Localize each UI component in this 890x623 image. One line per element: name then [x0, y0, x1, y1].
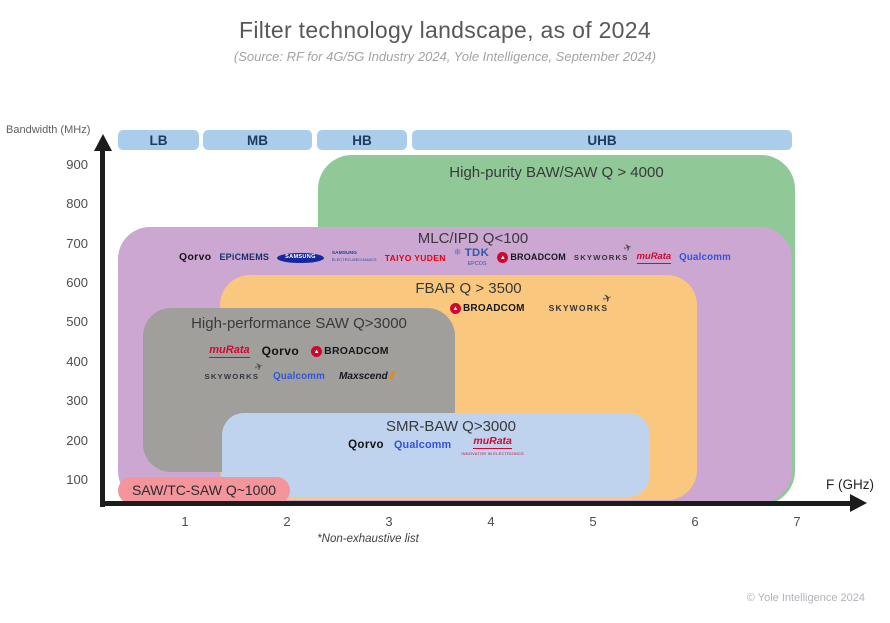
- band-pill-hb: HB: [317, 130, 407, 150]
- x-axis-label: F (GHz): [826, 477, 874, 492]
- epicmems-logo: EPiCMEMS: [219, 252, 270, 263]
- band-pill-lb: LB: [118, 130, 199, 150]
- hpsaw-logo-row-2: ✈ SKYWORKS Qualcomm Maxscend//: [143, 361, 455, 383]
- maxscend-logo: Maxscend//: [338, 371, 395, 383]
- samsung-logo: SAMSUNG: [277, 252, 324, 264]
- maxscend-mark-icon: //: [389, 371, 395, 382]
- y-tick: 500: [66, 314, 88, 329]
- y-tick: 900: [66, 157, 88, 172]
- smr-logo-row: Qorvo Qualcomm muRata INNOVATOR IN ELECTRON…: [222, 436, 650, 456]
- y-tick: 600: [66, 275, 88, 290]
- semco-logo: SAMSUNG ELECTRO-MECHANICS: [331, 251, 377, 263]
- x-tick: 1: [181, 514, 189, 529]
- broadcom-mark-icon: ▲: [497, 252, 509, 264]
- murata-logo: muRata: [209, 344, 250, 359]
- y-tick: 800: [66, 196, 88, 211]
- band-pill-mb: MB: [203, 130, 312, 150]
- x-axis-arrow-icon: [850, 494, 867, 512]
- broadcom-mark-icon: ▲: [450, 303, 461, 314]
- qorvo-logo: Qorvo: [348, 439, 384, 451]
- region-label: High-purity BAW/SAW Q > 4000: [449, 164, 664, 181]
- broadcom-mark-icon: ▲: [311, 346, 323, 358]
- qualcomm-logo: Qualcomm: [393, 439, 452, 452]
- y-axis-line: [100, 148, 105, 507]
- tdk-mark-icon: ❄: [453, 247, 462, 257]
- chart-subtitle: (Source: RF for 4G/5G Industry 2024, Yol…: [233, 49, 657, 64]
- region-label: FBAR Q > 3500: [415, 280, 522, 297]
- qualcomm-logo: Qualcomm: [679, 251, 731, 263]
- y-axis-arrow-icon: [94, 134, 112, 151]
- y-tick: 100: [66, 472, 88, 487]
- region-label: MLC/IPD Q<100: [417, 230, 529, 247]
- broadcom-logo: ▲ BROADCOM: [497, 252, 566, 264]
- region-saw-tc-saw: SAW/TC-SAW Q~1000: [118, 477, 290, 504]
- qualcomm-logo: Qualcomm: [273, 371, 325, 383]
- region-label: High-performance SAW Q>3000: [191, 315, 407, 332]
- tdk-logo: ❄ TDK EPCOS: [453, 247, 490, 268]
- y-axis-label: Bandwidth (MHz): [6, 124, 91, 136]
- y-tick: 400: [66, 354, 88, 369]
- page-title: Filter technology landscape, as of 2024: [239, 17, 651, 43]
- x-tick: 6: [691, 514, 699, 529]
- murata-logo: muRata INNOVATOR IN ELECTRONICS: [461, 435, 524, 456]
- x-tick: 2: [283, 514, 291, 529]
- skyworks-logo: ✈ SKYWORKS: [548, 292, 614, 314]
- footnote: *Non-exhaustive list: [317, 533, 419, 545]
- copyright-notice: © Yole Intelligence 2024: [746, 592, 865, 604]
- x-axis-line: [100, 501, 852, 506]
- broadcom-logo: ▲ BROADCOM: [450, 303, 525, 314]
- taiyo-logo: TAIYO YUDEN: [384, 252, 446, 263]
- x-tick: 3: [385, 514, 393, 529]
- x-tick: 7: [793, 514, 801, 529]
- mlc-logo-row: Qorvo EPiCMEMS SAMSUNG SAMSUNG ELECTRO-MECHA…: [118, 242, 792, 268]
- x-tick: 4: [487, 514, 495, 529]
- broadcom-logo: ▲ BROADCOM: [311, 346, 389, 358]
- y-tick: 200: [66, 433, 88, 448]
- hpsaw-logo-row-1: muRata Qorvo ▲ BROADCOM: [143, 344, 455, 359]
- band-pill-uhb: UHB: [412, 130, 792, 150]
- y-tick: 700: [66, 236, 88, 251]
- region-smr-baw: SMR-BAW Q>3000 Qorvo Qualcomm muRata INNOVA…: [222, 413, 650, 497]
- skyworks-logo: ✈ SKYWORKS: [573, 242, 634, 262]
- fbar-logo-row: ▲ BROADCOM ✈ SKYWORKS: [450, 292, 614, 314]
- skyworks-logo: ✈ SKYWORKS: [204, 361, 265, 382]
- y-tick: 300: [66, 393, 88, 408]
- qorvo-logo: Qorvo: [179, 251, 212, 263]
- region-label: SMR-BAW Q>3000: [386, 418, 516, 435]
- qorvo-logo: Qorvo: [261, 344, 300, 359]
- murata-logo: muRata: [636, 251, 672, 264]
- x-tick: 5: [589, 514, 597, 529]
- region-label: SAW/TC-SAW Q~1000: [131, 482, 277, 498]
